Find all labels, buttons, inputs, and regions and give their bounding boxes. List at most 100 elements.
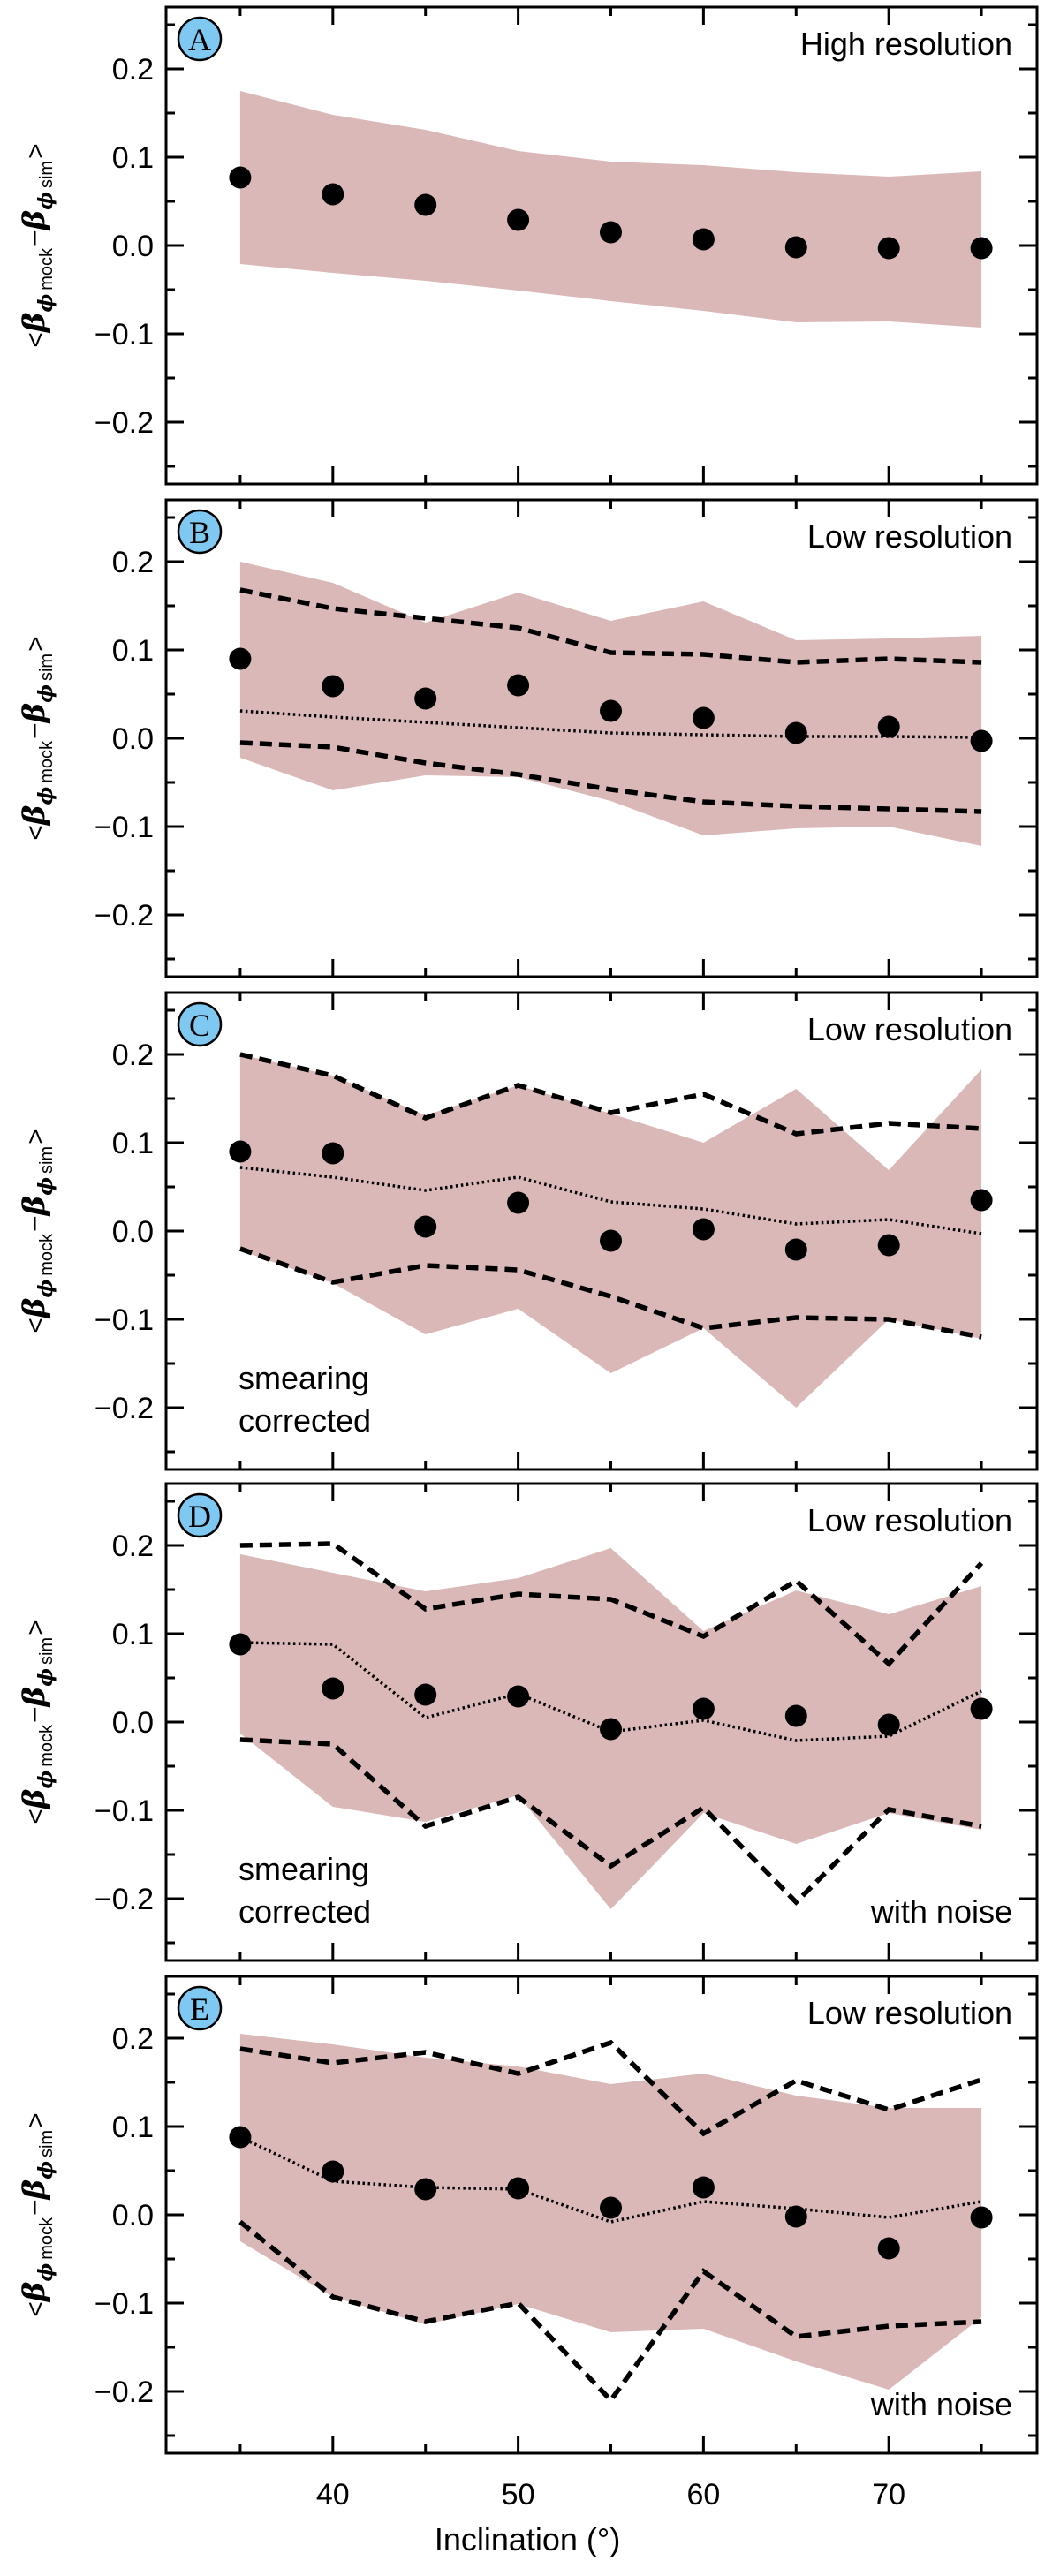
scatter-point — [877, 715, 900, 738]
y-axis-label-beta: β — [17, 2179, 52, 2202]
y-axis-label-phi: ϕ — [34, 787, 57, 805]
panel-badge — [177, 509, 223, 555]
y-tick-label: 0.0 — [112, 2199, 154, 2232]
scatter-point — [784, 721, 807, 744]
dashed-upper-line — [239, 1052, 982, 1137]
scatter-point — [507, 1191, 530, 1214]
panel-data — [229, 562, 993, 846]
scatter-point — [784, 2205, 807, 2228]
dashed-lower-line — [239, 1737, 982, 1906]
panel-annotation: with noise — [870, 2386, 1012, 2422]
y-tick-label: 0.2 — [112, 2022, 154, 2056]
y-tick-label: −0.2 — [95, 406, 154, 440]
y-axis-label-sim: sim — [37, 2130, 57, 2157]
y-axis-label-beta: β — [17, 1789, 52, 1811]
y-axis-label-phi: ϕ — [34, 2263, 57, 2282]
panel-data — [229, 1052, 993, 1408]
y-tick-label: −0.1 — [95, 811, 154, 844]
y-axis-label-phi: ϕ — [34, 1668, 57, 1687]
scatter-point — [322, 183, 344, 206]
y-tick-label: 0.1 — [112, 634, 154, 668]
panel-badge — [177, 1985, 223, 2031]
y-tick-label: −0.2 — [95, 1883, 154, 1916]
y-axis-label-beta: β — [17, 210, 52, 232]
y-axis-label-sim: sim — [37, 653, 57, 681]
y-tick-label: 0.2 — [112, 1530, 154, 1563]
scatter-point — [877, 2237, 900, 2260]
y-axis-label-mock: mock — [37, 1233, 57, 1276]
dashed-upper-line — [239, 1541, 984, 1667]
y-tick-label: −0.1 — [95, 1794, 154, 1828]
y-tick-label: 0.1 — [112, 141, 154, 175]
x-tick-label: 50 — [502, 2478, 535, 2512]
panel-annotation: corrected — [238, 1402, 371, 1439]
y-axis-label: <βϕmock−βϕsim> — [17, 1129, 57, 1333]
y-axis-label-open: < — [21, 2301, 50, 2317]
scatter-point — [970, 1189, 993, 1212]
y-axis-label-phi: ϕ — [34, 2161, 57, 2179]
scatter-point — [229, 647, 252, 670]
panel-badge — [177, 16, 223, 62]
y-tick-label: −0.1 — [95, 1303, 154, 1337]
y-axis-label-open: < — [21, 332, 50, 348]
scatter-point — [507, 208, 530, 231]
y-axis-label-close: > — [21, 636, 50, 652]
y-tick-label: −0.2 — [95, 899, 154, 933]
scatter-point — [414, 193, 437, 216]
y-tick-label: 0.2 — [112, 1039, 154, 1072]
scatter-point — [692, 1697, 715, 1720]
scatter-point — [692, 1218, 715, 1241]
panel-title: Low resolution — [807, 1502, 1012, 1538]
panel-title: Low resolution — [807, 1011, 1012, 1047]
scatter-point — [784, 1704, 807, 1727]
y-axis-label-beta: β — [17, 313, 52, 335]
y-axis-label-sim: sim — [37, 161, 57, 188]
y-tick-label: 0.1 — [112, 2111, 154, 2144]
y-tick-label: 0.0 — [112, 722, 154, 756]
y-axis-label-sim: sim — [37, 1146, 57, 1174]
scatter-point — [600, 1718, 622, 1741]
scatter-point — [322, 2160, 344, 2183]
x-tick-label: 60 — [686, 2478, 720, 2512]
scatter-point — [970, 237, 993, 260]
y-tick-label: −0.2 — [95, 2376, 154, 2409]
panel-b: −0.2−0.10.00.10.2<βϕmock−βϕsim>B Low reso… — [17, 498, 1039, 978]
y-axis-label-close: > — [21, 2112, 50, 2128]
dashed-lower-line — [238, 2219, 982, 2405]
panel-badge — [177, 1492, 223, 1538]
scatter-point — [229, 2126, 252, 2149]
y-axis-label-mock: mock — [37, 740, 57, 783]
y-axis-label: <βϕmock−βϕsim> — [17, 2112, 57, 2316]
scatter-point — [322, 675, 344, 698]
scatter-point — [784, 1238, 807, 1261]
scatter-point — [414, 2178, 437, 2201]
y-axis-label-beta: β — [17, 1687, 52, 1709]
panel-badge-label: E — [190, 1991, 209, 2027]
y-axis-label-phi: ϕ — [34, 294, 57, 313]
panel-title: Low resolution — [807, 518, 1012, 555]
y-tick-label: −0.1 — [95, 2287, 154, 2321]
scatter-point — [970, 729, 993, 752]
scatter-point — [600, 1229, 622, 1252]
scatter-point — [600, 221, 622, 244]
y-axis-label-mock: mock — [37, 2217, 57, 2260]
y-axis-label-open: < — [21, 1809, 50, 1824]
y-axis-label-phi: ϕ — [34, 1280, 57, 1298]
y-axis-label-open: < — [21, 1318, 50, 1333]
y-axis-label-minus: − — [19, 230, 50, 246]
y-axis-label-phi: ϕ — [34, 192, 57, 210]
y-tick-label: 0.1 — [112, 1127, 154, 1160]
panel-data — [229, 2034, 993, 2405]
panel-annotation: smearing — [238, 1851, 369, 1887]
dashed-upper-line — [239, 587, 982, 665]
dashed-upper-line — [239, 2039, 982, 2137]
y-tick-label: 0.2 — [112, 546, 154, 579]
scatter-point — [970, 1697, 993, 1720]
y-axis-label-beta: β — [17, 1196, 52, 1218]
y-tick-label: 0.2 — [112, 53, 154, 87]
scatter-point — [600, 699, 622, 722]
scatter-point — [507, 674, 530, 697]
y-axis-label-beta: β — [17, 1298, 52, 1320]
panel-data — [229, 1541, 993, 1909]
